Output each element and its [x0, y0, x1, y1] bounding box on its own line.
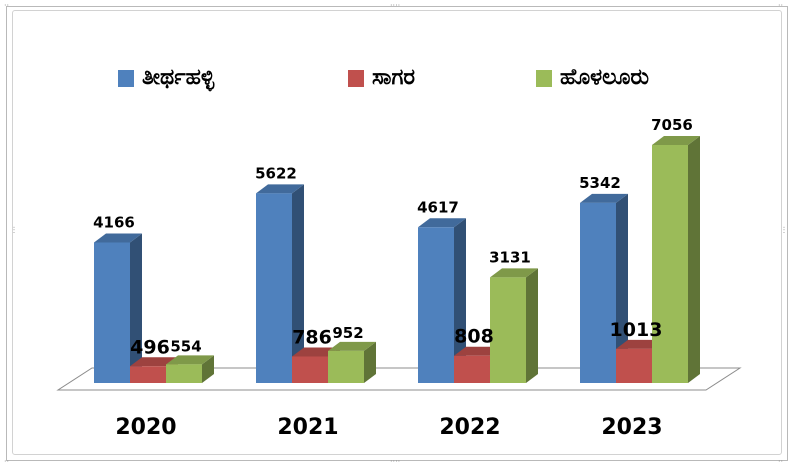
x-tick-label: 2021	[277, 415, 338, 440]
bar-front	[490, 277, 526, 383]
chart-floor	[56, 367, 742, 391]
bar-front	[418, 227, 454, 383]
bar-top	[94, 233, 142, 243]
bar-side	[130, 233, 142, 383]
bar	[652, 136, 700, 383]
data-label: 952	[332, 324, 363, 342]
legend: ತೀರ್ಥಹಳ್ಳಿ ಸಾಗರ ಹೊಳಲೂರು	[118, 65, 649, 93]
bar-front	[616, 348, 652, 383]
bar-front	[652, 145, 688, 383]
resize-handle-corner-tl[interactable]: ··	[4, 1, 10, 10]
data-label: 4617	[417, 198, 459, 216]
data-label: 1013	[610, 319, 663, 341]
chart-frame	[6, 6, 788, 461]
legend-swatch	[536, 70, 552, 87]
data-label: 5622	[255, 164, 297, 182]
bar-top	[166, 355, 214, 365]
bar-top	[130, 357, 178, 367]
bar-top	[418, 218, 466, 228]
x-tick-label: 2022	[439, 415, 500, 440]
bar-front	[94, 242, 130, 383]
resize-handle-right[interactable]: ···	[779, 226, 788, 234]
bar-front	[130, 366, 166, 383]
bar	[166, 355, 214, 383]
bar-side	[454, 218, 466, 383]
bar-top	[652, 136, 700, 145]
resize-handle-top[interactable]: ····	[390, 1, 401, 10]
data-label: 808	[454, 326, 494, 348]
resize-handle-corner-br[interactable]: ··	[778, 457, 784, 466]
data-label: 496	[130, 336, 170, 358]
bar-front	[328, 350, 364, 383]
resize-handle-corner-tr[interactable]: ··	[778, 1, 784, 10]
x-axis: 2020 2021 2022 2023	[115, 415, 662, 440]
x-tick-label: 2023	[601, 415, 662, 440]
bar-side	[616, 193, 628, 383]
bar	[256, 184, 304, 383]
bar-front	[292, 356, 328, 383]
resize-handle-corner-bl[interactable]: ··	[4, 457, 10, 466]
x-tick-label: 2020	[115, 415, 176, 440]
bar	[94, 233, 142, 383]
bar	[418, 218, 466, 383]
bar-side	[292, 184, 304, 383]
bar	[328, 341, 376, 383]
bar-front	[166, 364, 202, 383]
chart-area[interactable]	[12, 10, 782, 455]
legend-label: ಸಾಗರ	[372, 65, 415, 90]
data-label: 5342	[579, 174, 621, 192]
bar-top	[328, 341, 376, 351]
plot-bars	[94, 136, 700, 383]
bar-side	[364, 341, 376, 383]
legend-swatch	[348, 70, 364, 87]
bar-front	[454, 355, 490, 383]
bar-front	[580, 202, 616, 383]
resize-handle-left[interactable]: ···	[9, 226, 18, 234]
bar-side	[688, 136, 700, 383]
bar-side	[526, 268, 538, 383]
data-label: 3131	[489, 248, 531, 266]
bar-side	[202, 355, 214, 383]
data-label: 7056	[651, 116, 693, 134]
bar-front	[256, 193, 292, 383]
bar	[490, 268, 538, 383]
bar	[580, 193, 628, 383]
bar-top	[580, 193, 628, 203]
legend-label: ತೀರ್ಥಹಳ್ಳಿ	[142, 65, 215, 93]
data-label: 786	[292, 326, 332, 348]
bar-top	[490, 268, 538, 278]
bar-top	[256, 184, 304, 194]
data-label: 554	[170, 337, 201, 355]
legend-swatch	[118, 70, 134, 87]
data-labels: 4166 496 554 5622 786 952 4617 808 3131 5342 1013 7…	[93, 116, 693, 358]
resize-handle-bottom[interactable]: ····	[390, 457, 401, 466]
data-label: 4166	[93, 213, 135, 231]
legend-label: ಹೊಳಲೂರು	[560, 65, 649, 90]
